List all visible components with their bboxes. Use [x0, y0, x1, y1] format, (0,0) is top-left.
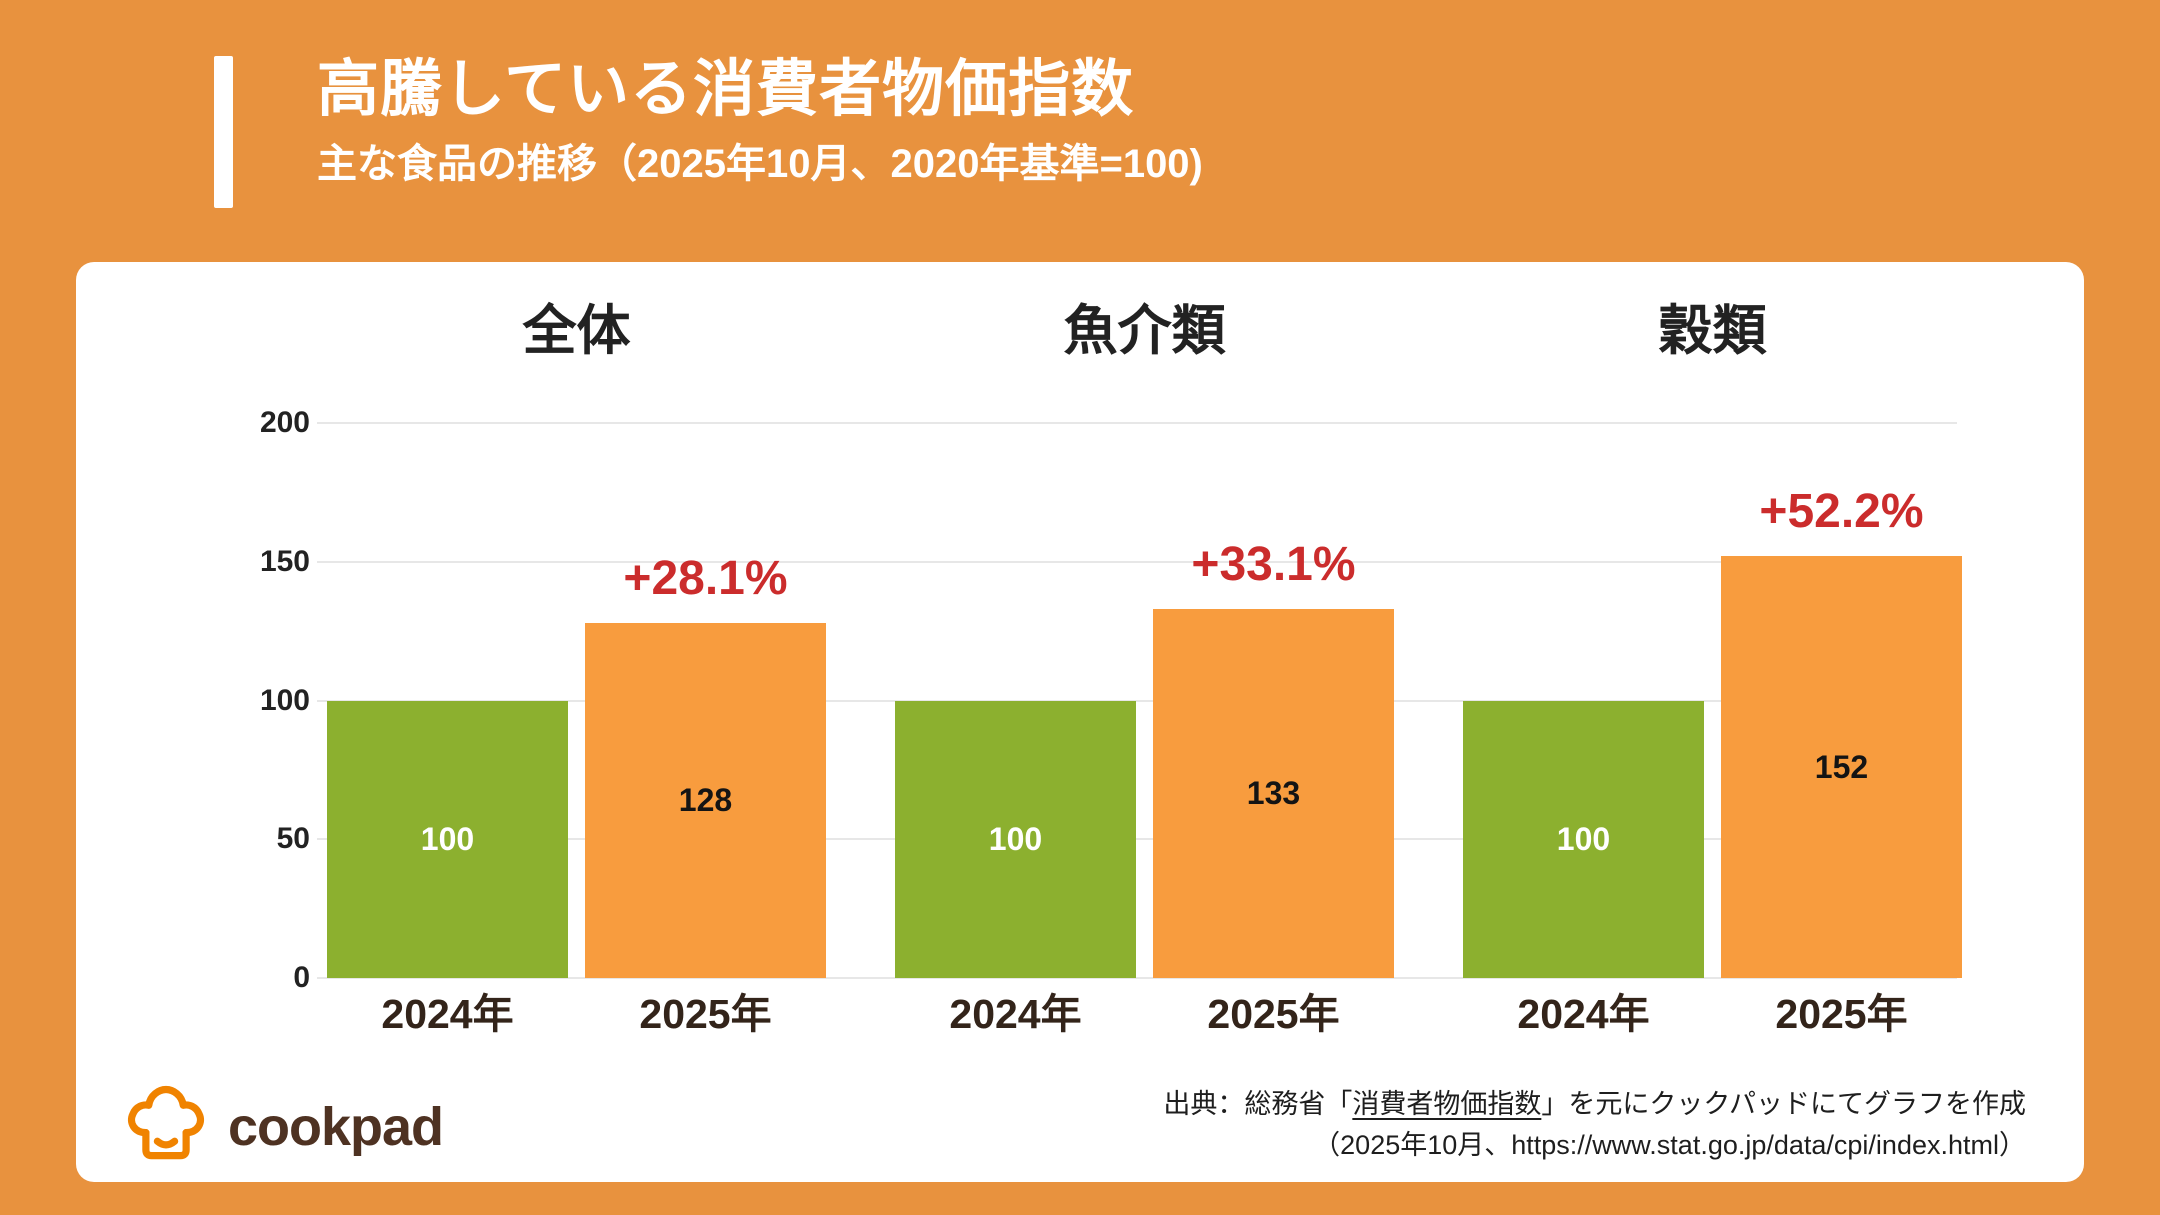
chart-group-title: 全体 [522, 301, 631, 361]
gridline [317, 699, 1957, 702]
gridline [317, 977, 1957, 979]
y-axis-tick-label: 0 [293, 961, 310, 994]
source-line-1: 出典：総務省「消費者物価指数」を元にクックパッドにてグラフを作成 [1163, 1084, 2026, 1125]
page-title: 高騰している消費者物価指数 [317, 55, 1135, 124]
cookpad-logo: cookpad [120, 1078, 444, 1175]
source-line-2: （2025年10月、https://www.stat.go.jp/data/cp… [1313, 1130, 2026, 1160]
y-axis-tick-label: 100 [259, 683, 310, 717]
bar-2024: 100 [327, 700, 568, 978]
gridline [317, 422, 1957, 424]
bar-value-label: 152 [1814, 748, 1869, 785]
y-axis-tick-label: 50 [276, 822, 310, 856]
chart-group-title: 穀類 [1658, 301, 1767, 361]
bar-2024: 100 [895, 700, 1136, 978]
bar-value-label: 100 [1556, 820, 1611, 857]
title-accent-bar [214, 56, 233, 208]
header: 高騰している消費者物価指数 主な食品の推移（2025年10月、2020年基準=1… [214, 55, 1203, 208]
x-axis-label: 2025年 [1775, 991, 1908, 1037]
x-axis-label: 2024年 [381, 991, 514, 1037]
chef-hat-icon [120, 1078, 212, 1175]
source-prefix: 出典：総務省「 [1163, 1089, 1353, 1119]
bar-value-label: 133 [1246, 774, 1301, 811]
bar-value-label: 100 [420, 820, 475, 857]
x-axis-label: 2024年 [949, 991, 1082, 1037]
source-term: 消費者物価指数 [1352, 1089, 1542, 1119]
gridline [317, 560, 1957, 563]
gridline [317, 838, 1957, 841]
change-percent-label: +28.1% [623, 551, 788, 605]
bar-2025: 152 [1721, 556, 1962, 978]
page-subtitle: 主な食品の推移（2025年10月、2020年基準=100) [317, 142, 1203, 187]
change-percent-label: +52.2% [1759, 485, 1924, 539]
y-axis-tick-label: 150 [259, 544, 310, 578]
bar-2025: 128 [585, 622, 826, 978]
cookpad-wordmark: cookpad [228, 1096, 444, 1157]
header-titles: 高騰している消費者物価指数 主な食品の推移（2025年10月、2020年基準=1… [317, 55, 1203, 187]
y-axis-tick-label: 200 [259, 406, 310, 439]
source-suffix: 」を元にクックパッドにてグラフを作成 [1541, 1089, 2026, 1119]
bar-value-label: 128 [678, 781, 733, 818]
bar-2024: 100 [1463, 700, 1704, 978]
bar-value-label: 100 [988, 820, 1043, 857]
source-note: 出典：総務省「消費者物価指数」を元にクックパッドにてグラフを作成 （2025年1… [1163, 1084, 2026, 1166]
change-percent-label: +33.1% [1191, 537, 1356, 591]
x-axis-label: 2025年 [639, 991, 772, 1037]
chart-group-title: 魚介類 [1063, 301, 1226, 361]
x-axis-label: 2025年 [1207, 991, 1340, 1037]
x-axis-label: 2024年 [1517, 991, 1650, 1037]
bar-2025: 133 [1153, 608, 1394, 978]
chart-card: cookpad 出典：総務省「消費者物価指数」を元にクックパッドにてグラフを作成… [76, 262, 2084, 1182]
